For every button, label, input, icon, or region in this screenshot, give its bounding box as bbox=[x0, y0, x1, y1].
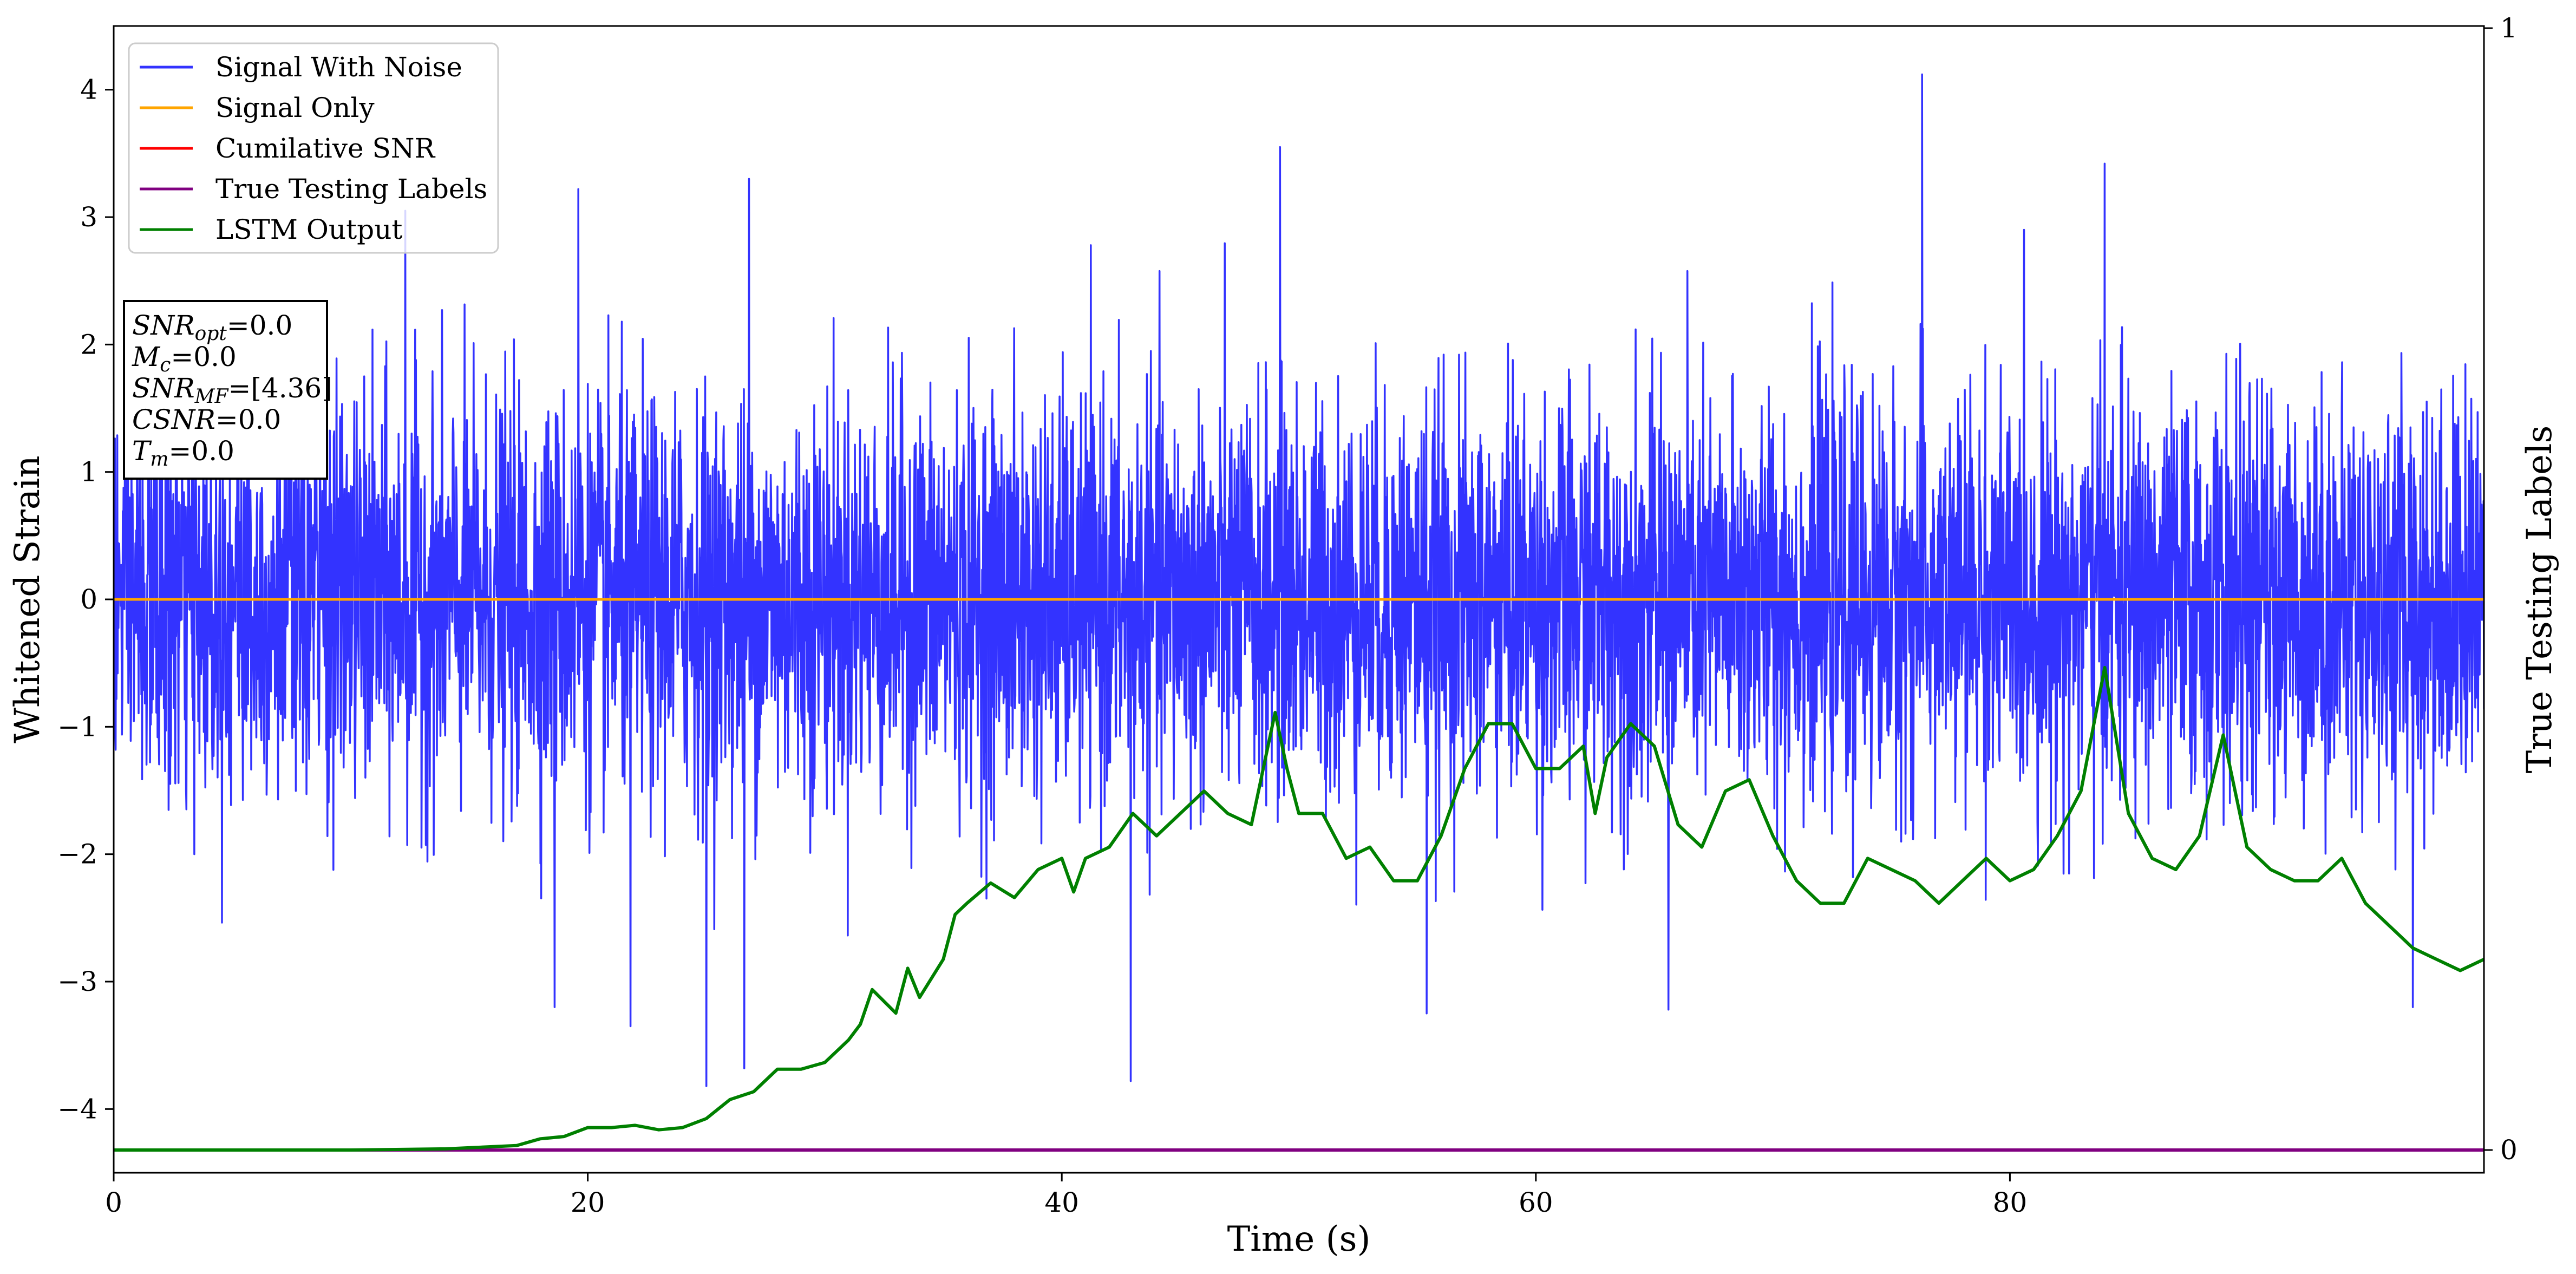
annotation-line: CSNR=0.0 bbox=[132, 404, 281, 435]
x-axis: 0 20 40 60 80 bbox=[105, 1173, 2027, 1218]
y-tick-label: 0 bbox=[80, 584, 97, 615]
y-tick-label: −2 bbox=[57, 839, 97, 870]
lstm-output-line bbox=[114, 666, 2484, 1152]
x-tick-label: 80 bbox=[1993, 1187, 2028, 1218]
legend-entry-label: Signal With Noise bbox=[215, 51, 462, 83]
y-axis-label: Whitened Strain bbox=[8, 455, 48, 743]
y-tick-label: −4 bbox=[57, 1093, 97, 1125]
annotation-box: SNRopt=0.0Mc=0.0SNRMF=[4.36]CSNR=0.0Tm=0… bbox=[123, 300, 332, 480]
annotation-line: SNRMF=[4.36] bbox=[132, 373, 332, 408]
legend-entry-label: Cumilative SNR bbox=[215, 133, 435, 164]
y-tick-label: 3 bbox=[80, 201, 97, 233]
x-tick-label: 60 bbox=[1519, 1187, 1553, 1218]
y2-tick-label: 1 bbox=[2500, 12, 2518, 44]
legend-entry-label: True Testing Labels bbox=[215, 173, 487, 205]
series-layer bbox=[114, 73, 2484, 1152]
annotation-line: Tm=0.0 bbox=[132, 435, 234, 471]
y-tick-label: 1 bbox=[80, 456, 97, 488]
x-tick-label: 40 bbox=[1044, 1187, 1079, 1218]
y-tick-label: 4 bbox=[80, 74, 97, 106]
annotation-line: SNRopt=0.0 bbox=[132, 310, 292, 345]
x-axis-label: Time (s) bbox=[1227, 1219, 1371, 1259]
y-tick-label: −3 bbox=[57, 966, 97, 997]
annotation-line: Mc=0.0 bbox=[132, 341, 237, 376]
legend-frame bbox=[128, 42, 499, 254]
x-tick-label: 20 bbox=[571, 1187, 605, 1218]
y-axis: 4 3 2 1 0 −1 −2 −3 −4 bbox=[57, 74, 114, 1125]
y2-axis: 10 bbox=[2484, 12, 2518, 1166]
y2-axis-label: True Testing Labels bbox=[2520, 426, 2560, 774]
legend: Signal With Noise Signal Only Cumilative S… bbox=[128, 42, 499, 254]
legend-entry-label: Signal Only bbox=[215, 92, 375, 123]
annotation-frame bbox=[123, 300, 328, 480]
y2-tick-label: 0 bbox=[2500, 1134, 2518, 1166]
y-tick-label: −1 bbox=[57, 711, 97, 742]
y-tick-label: 2 bbox=[80, 329, 97, 360]
x-tick-label: 0 bbox=[105, 1187, 122, 1218]
signal-with-noise-line bbox=[114, 73, 2484, 1087]
legend-entry-label: LSTM Output bbox=[215, 214, 402, 245]
